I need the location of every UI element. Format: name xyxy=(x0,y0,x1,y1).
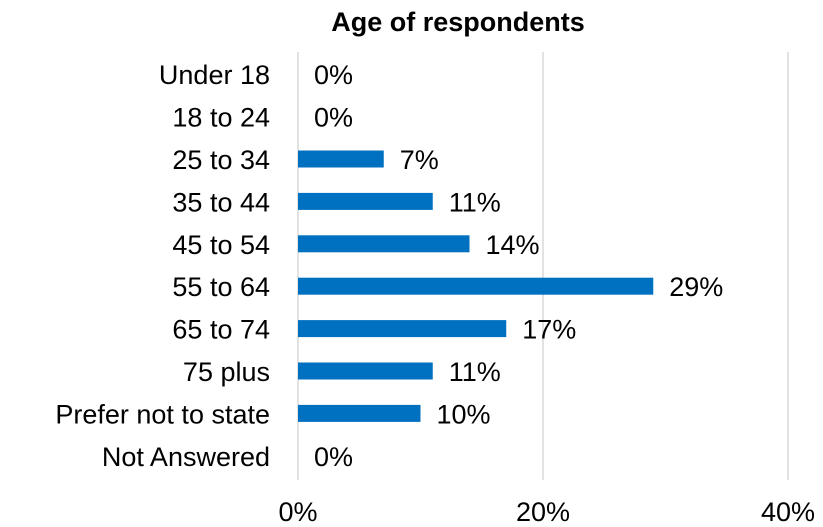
bars xyxy=(298,150,654,422)
x-axis-ticks: 0% 20% 40% xyxy=(278,497,815,527)
bar xyxy=(298,277,654,295)
data-label: 14% xyxy=(486,230,540,260)
x-tick-label: 40% xyxy=(761,497,815,527)
category-label: 18 to 24 xyxy=(172,103,270,133)
data-label: 0% xyxy=(314,103,353,133)
category-label: 75 plus xyxy=(183,357,270,387)
data-label: 7% xyxy=(400,145,439,175)
data-label: 10% xyxy=(437,399,491,429)
x-tick-label: 20% xyxy=(516,497,570,527)
category-label: 45 to 54 xyxy=(172,230,270,260)
bar xyxy=(298,235,470,253)
category-label: Not Answered xyxy=(102,442,270,472)
data-label: 0% xyxy=(314,60,353,90)
category-labels: Under 18 18 to 24 25 to 34 35 to 44 45 to 54… xyxy=(55,60,270,472)
category-label: Prefer not to state xyxy=(55,399,270,429)
bar xyxy=(298,320,507,338)
category-label: 65 to 74 xyxy=(172,315,270,345)
bar xyxy=(298,362,433,380)
data-labels: 0% 0% 7% 11% 14% 29% 17% 11% 10% 0% xyxy=(314,60,723,472)
data-label: 29% xyxy=(669,272,723,302)
category-label: 35 to 44 xyxy=(172,187,270,217)
bar xyxy=(298,404,421,422)
bar xyxy=(298,150,384,168)
data-label: 17% xyxy=(522,315,576,345)
chart-title: Age of respondents xyxy=(331,7,585,37)
category-label: Under 18 xyxy=(159,60,270,90)
data-label: 11% xyxy=(449,357,501,387)
category-label: 55 to 64 xyxy=(172,272,270,302)
data-label: 11% xyxy=(449,187,501,217)
x-tick-label: 0% xyxy=(278,497,317,527)
bar xyxy=(298,192,433,210)
category-label: 25 to 34 xyxy=(172,145,270,175)
data-label: 0% xyxy=(314,442,353,472)
